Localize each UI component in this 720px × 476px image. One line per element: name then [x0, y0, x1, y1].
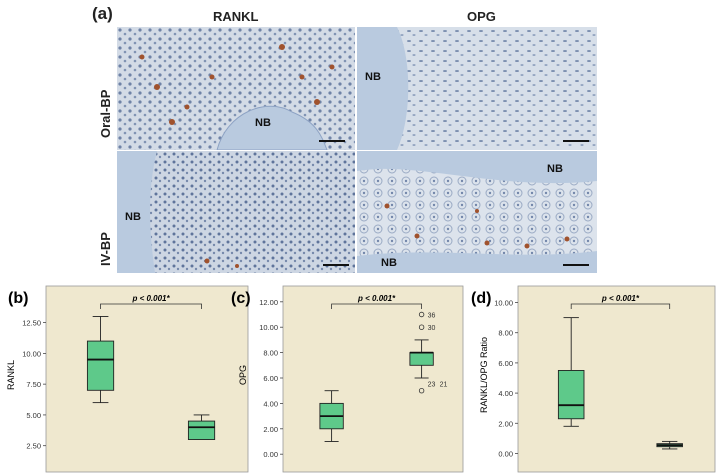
y-tick-label: 6.00 [498, 359, 513, 368]
y-tick-label: 10.00 [22, 349, 41, 358]
y-tick-label: 6.00 [263, 374, 278, 383]
box [557, 370, 585, 420]
y-tick-label: 7.50 [26, 380, 41, 389]
y-tick-label: 12.50 [22, 319, 41, 328]
outlier-label: 36 [428, 313, 436, 320]
outlier-label: 30 [428, 325, 436, 332]
y-tick-label: 0.00 [263, 450, 278, 459]
scale-bar [323, 264, 349, 266]
y-tick-label: 12.00 [259, 298, 278, 307]
plot-area [282, 285, 464, 473]
y-tick-label: 10.00 [259, 323, 278, 332]
y-tick-label: 5.00 [26, 411, 41, 420]
p-value-annotation: p < 0.001* [601, 294, 640, 303]
scale-bar [563, 264, 589, 266]
y-axis-label: RANKL [6, 360, 16, 390]
panel-letter: (c) [231, 290, 251, 307]
col-header-opg: OPG [467, 9, 496, 24]
outlier-point [418, 387, 425, 394]
nb-label: NB [125, 211, 141, 223]
nb-label: NB [365, 71, 381, 83]
y-tick-label: 4.00 [498, 389, 513, 398]
micrograph-opg-oral: NB [357, 27, 597, 150]
y-tick-label: 4.00 [263, 399, 278, 408]
significance-bracket [570, 303, 671, 309]
y-tick-label: 0.00 [498, 449, 513, 458]
col-header-rankl: RANKL [213, 9, 259, 24]
nb-label: NB [255, 117, 271, 129]
y-tick-label: 2.00 [263, 425, 278, 434]
y-axis-label: OPG [238, 365, 248, 385]
plot-area [45, 285, 249, 473]
micrograph-opg-iv: NB NB [357, 151, 597, 273]
nb-label: NB [547, 163, 563, 175]
y-tick-label: 8.00 [498, 329, 513, 338]
panel-letter: (b) [8, 290, 28, 307]
outlier-label: 21 [440, 382, 448, 389]
scale-bar [563, 140, 589, 142]
p-value-annotation: p < 0.001* [131, 294, 170, 303]
y-tick-label: 2.50 [26, 442, 41, 451]
nb-label: NB [381, 257, 397, 269]
y-tick-label: 8.00 [263, 349, 278, 358]
outlier-point [418, 324, 425, 330]
outlier-point [418, 311, 425, 318]
outlier-label: 23 [428, 382, 436, 389]
micrograph-rankl-iv: NB [117, 151, 355, 273]
y-axis-label: RANKL/OPG Ratio [479, 337, 489, 413]
significance-bracket [100, 303, 202, 309]
y-tick-label: 10.00 [494, 299, 513, 308]
significance-bracket [331, 303, 422, 309]
box [86, 340, 115, 391]
p-value-annotation: p < 0.001* [357, 294, 396, 303]
box [187, 420, 216, 440]
y-tick-label: 2.00 [498, 419, 513, 428]
panel-letter: (d) [471, 290, 491, 307]
box [409, 352, 434, 366]
panel-a-letter: (a) [92, 4, 113, 23]
plot-area [517, 285, 716, 473]
micrograph-rankl-oral: NB [117, 27, 355, 150]
scale-bar [319, 140, 345, 142]
